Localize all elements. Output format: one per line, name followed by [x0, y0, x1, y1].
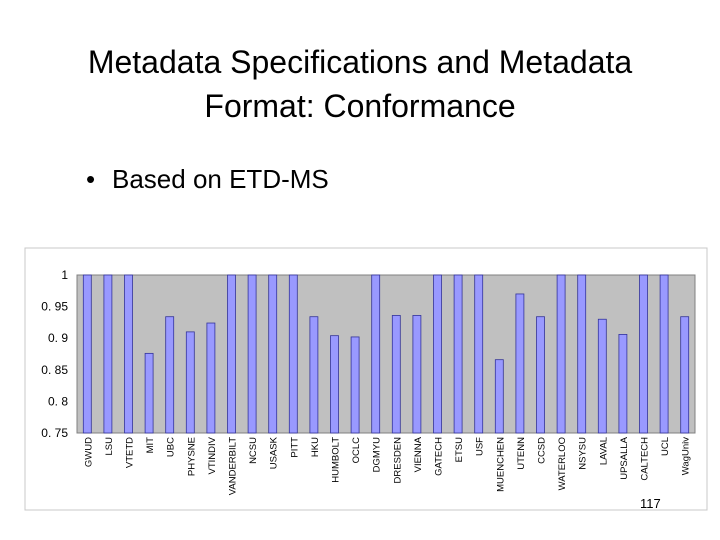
bar [494, 359, 504, 434]
category-label: CALTECH [640, 437, 651, 481]
category-label: UTENN [516, 437, 527, 470]
y-tick-label: 0. 9 [48, 331, 68, 345]
category-label: GWUD [83, 437, 94, 467]
bar [618, 334, 628, 434]
bullet-item: • Based on ETD-MS [86, 164, 329, 195]
bar [350, 336, 360, 434]
bar [639, 274, 648, 434]
bar [103, 274, 113, 434]
category-label: MUENCHEN [495, 437, 506, 492]
bar [659, 274, 669, 434]
bar [268, 274, 278, 434]
bullet-dot: • [86, 164, 96, 194]
category-label: HKU [310, 437, 321, 457]
bar [124, 274, 133, 434]
category-label: MIT [145, 437, 156, 454]
category-label: USASK [269, 436, 280, 469]
category-label: CCSD [537, 437, 548, 464]
plot-area [76, 274, 696, 434]
category-label: ETSU [454, 437, 465, 462]
category-label: PHYSNE [186, 437, 197, 476]
bar [556, 274, 566, 434]
y-tick-label: 0. 85 [41, 363, 68, 377]
category-label: UPSALLA [619, 436, 630, 479]
bar [144, 352, 154, 434]
category-label: DGMYU [372, 437, 383, 473]
bar [515, 293, 525, 434]
bar [680, 316, 690, 434]
category-label: USF [475, 437, 486, 456]
category-label: WagUniv [681, 437, 692, 475]
bar [412, 315, 422, 434]
bar [165, 316, 175, 434]
bar [227, 274, 236, 434]
category-label: UBC [166, 437, 177, 457]
bar [206, 322, 216, 434]
y-tick-label: 1 [61, 268, 68, 282]
category-label: LAVAL [598, 437, 609, 465]
bar [288, 274, 298, 434]
category-label: NSYSU [578, 437, 589, 470]
bar [330, 335, 339, 434]
bar [453, 274, 463, 434]
slide-title: Metadata Specifications and Metadata For… [0, 40, 720, 128]
category-label: OCLC [351, 437, 362, 464]
category-label: WATERLOO [557, 437, 568, 490]
bullet-text: Based on ETD-MS [112, 164, 329, 194]
slide-title-line-2: Format: Conformance [204, 88, 516, 124]
bar [391, 315, 401, 434]
category-label: PITT [289, 437, 300, 458]
bar [82, 274, 92, 434]
y-tick-label: 0. 8 [48, 394, 68, 408]
category-label: GATECH [434, 437, 445, 476]
category-label: NCSU [248, 437, 259, 464]
bar [577, 274, 587, 434]
bar [247, 274, 257, 434]
page-number: 117 [640, 496, 661, 511]
y-tick-label: 0. 75 [41, 426, 68, 440]
bar [536, 316, 545, 434]
category-label: VIENNA [413, 436, 424, 472]
y-tick-label: 0. 95 [41, 300, 68, 314]
bar [597, 318, 607, 434]
category-label: VTETD [125, 437, 136, 468]
category-label: UCL [660, 437, 671, 456]
bar [185, 331, 195, 434]
category-label: DRESDEN [392, 437, 403, 484]
category-label: VTINDIV [207, 436, 218, 474]
slide-title-line-1: Metadata Specifications and Metadata [87, 44, 633, 80]
bar [433, 274, 442, 434]
bar [371, 274, 381, 434]
bar [474, 274, 484, 434]
category-label: HUMBOLT [331, 437, 342, 483]
bar [309, 316, 319, 434]
category-label: VANDERBILT [228, 437, 239, 495]
category-label: LSU [104, 437, 115, 456]
chart-plot-layer: 0. 75 0. 8 0. 85 0. 9 0. 95 1 GWUD LSU VTETD MIT U… [41, 268, 696, 495]
